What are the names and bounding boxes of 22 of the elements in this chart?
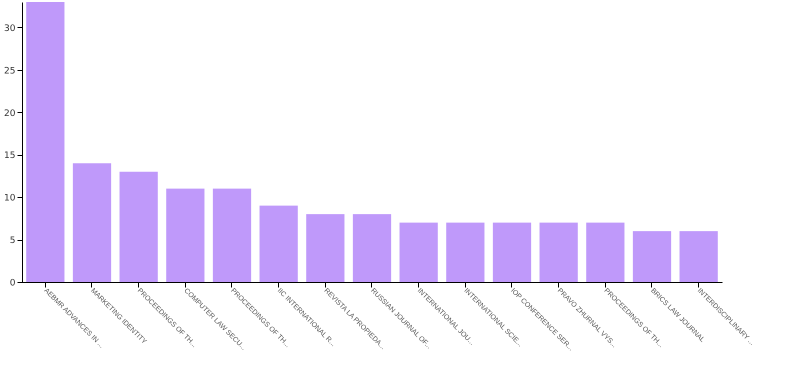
- y-tick-label: 20: [4, 108, 16, 119]
- y-tick-label: 25: [4, 66, 16, 76]
- bar: [586, 222, 624, 282]
- bar: [72, 163, 112, 282]
- bar: [212, 188, 252, 282]
- y-tick-label: 10: [4, 194, 16, 204]
- y-tick-label: 15: [4, 151, 16, 162]
- bar: [166, 188, 204, 282]
- bar: [120, 172, 158, 282]
- bar: [492, 222, 532, 282]
- bar: [540, 222, 578, 282]
- bar: [446, 222, 484, 282]
- bar: [306, 214, 344, 282]
- y-tick-label: 0: [10, 278, 16, 288]
- bar: [260, 206, 298, 282]
- y-tick-label: 30: [4, 24, 16, 34]
- bar: [680, 231, 718, 282]
- bar: [26, 2, 64, 282]
- y-tick-label: 5: [10, 236, 16, 246]
- bar: [632, 231, 672, 282]
- bar: [352, 214, 392, 282]
- bar: [400, 222, 438, 282]
